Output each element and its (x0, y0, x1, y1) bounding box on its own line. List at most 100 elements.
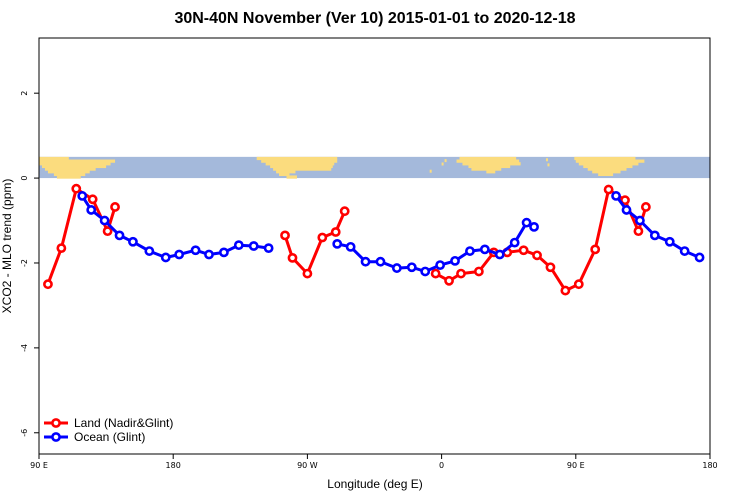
data-point (611, 191, 621, 201)
land-patch (41, 164, 107, 169)
data-point (263, 243, 274, 254)
land-ocean-strip (39, 156, 710, 179)
legend-label: Ocean (Glint) (74, 430, 145, 444)
series-line (434, 188, 648, 293)
data-point (391, 263, 402, 273)
land-patch (574, 156, 636, 161)
data-point (128, 236, 138, 247)
land-patch (545, 158, 548, 162)
y-tick-label: -2 (20, 259, 29, 267)
data-point (375, 256, 386, 267)
data-point (317, 232, 328, 243)
land-patch (462, 162, 521, 166)
land-patch (456, 159, 520, 163)
data-point (640, 202, 651, 212)
land-patch (486, 170, 496, 174)
y-axis: 2 0 -2 -4 -6 (20, 91, 39, 437)
data-point (603, 184, 614, 195)
data-point (529, 221, 539, 232)
data-point (233, 240, 244, 251)
land-patch (39, 162, 111, 166)
land-patch (265, 162, 335, 166)
land-patch (575, 159, 645, 163)
y-tick-label: 2 (20, 91, 29, 96)
data-point (590, 244, 601, 255)
y-tick-label: -6 (20, 429, 29, 437)
data-point (635, 215, 645, 226)
x-axis-label: Longitude (deg E) (327, 477, 422, 491)
data-point (330, 227, 341, 237)
x-tick-label: 180 (702, 461, 717, 470)
data-point (649, 230, 660, 241)
data-point (406, 262, 417, 273)
data-point (99, 215, 110, 226)
land-patch (583, 164, 633, 169)
land-patch (261, 159, 338, 163)
data-point (280, 230, 290, 241)
data-point (160, 252, 171, 263)
land-patch (444, 159, 447, 163)
plot-frame (38, 37, 711, 455)
land-patch (279, 172, 290, 177)
x-tick-label: 0 (439, 461, 444, 470)
data-point (560, 285, 571, 296)
land-patch (39, 159, 116, 163)
y-tick-label: 0 (20, 176, 29, 181)
data-point (248, 241, 259, 251)
data-point (494, 249, 505, 260)
data-point (218, 247, 229, 258)
land-patch (429, 169, 432, 173)
data-point (633, 226, 644, 237)
land-patch (53, 172, 86, 177)
data-point (573, 279, 584, 290)
land-patch (56, 175, 81, 179)
data-point (620, 195, 630, 206)
data-point (420, 266, 431, 277)
data-point (204, 249, 214, 260)
land-patch (598, 172, 614, 177)
land-patch (468, 164, 511, 169)
data-point (43, 279, 53, 290)
data-point (479, 244, 490, 255)
series-line (46, 187, 117, 285)
data-point (521, 217, 532, 228)
land-patch (286, 175, 297, 179)
series-land (43, 183, 651, 296)
land-patch (47, 170, 90, 174)
land-patch (256, 156, 338, 161)
data-point (190, 245, 201, 256)
land-patch (459, 156, 517, 161)
data-point (473, 266, 484, 277)
land-patch (270, 164, 333, 169)
legend-marker (51, 418, 61, 428)
chart-title: 30N-40N November (Ver 10) 2015-01-01 to … (174, 10, 576, 27)
legend: Land (Nadir&Glint)Ocean (Glint) (44, 416, 173, 444)
data-point (679, 246, 690, 256)
data-point (621, 205, 632, 215)
data-point (174, 249, 185, 260)
data-point (287, 252, 298, 263)
data-point (345, 241, 356, 252)
y-axis-label: XCO2 - MLO trend (ppm) (0, 179, 14, 314)
data-point (87, 194, 98, 205)
land-patch (547, 163, 550, 167)
data-point (302, 268, 313, 279)
legend-marker (51, 432, 61, 442)
land-patch (273, 167, 332, 171)
data-point (56, 243, 67, 254)
data-point (694, 252, 705, 263)
data-point (430, 268, 441, 279)
x-tick-label: 90 E (30, 461, 48, 470)
data-point (532, 250, 542, 261)
x-tick-label: 180 (166, 461, 181, 470)
land-patch (39, 156, 69, 161)
data-point (71, 183, 82, 194)
data-point (444, 275, 454, 286)
data-point (509, 237, 520, 248)
land-patch (578, 162, 639, 166)
land-patch (592, 170, 621, 174)
series-layer (43, 183, 705, 296)
data-point (144, 246, 155, 256)
data-point (114, 230, 125, 241)
